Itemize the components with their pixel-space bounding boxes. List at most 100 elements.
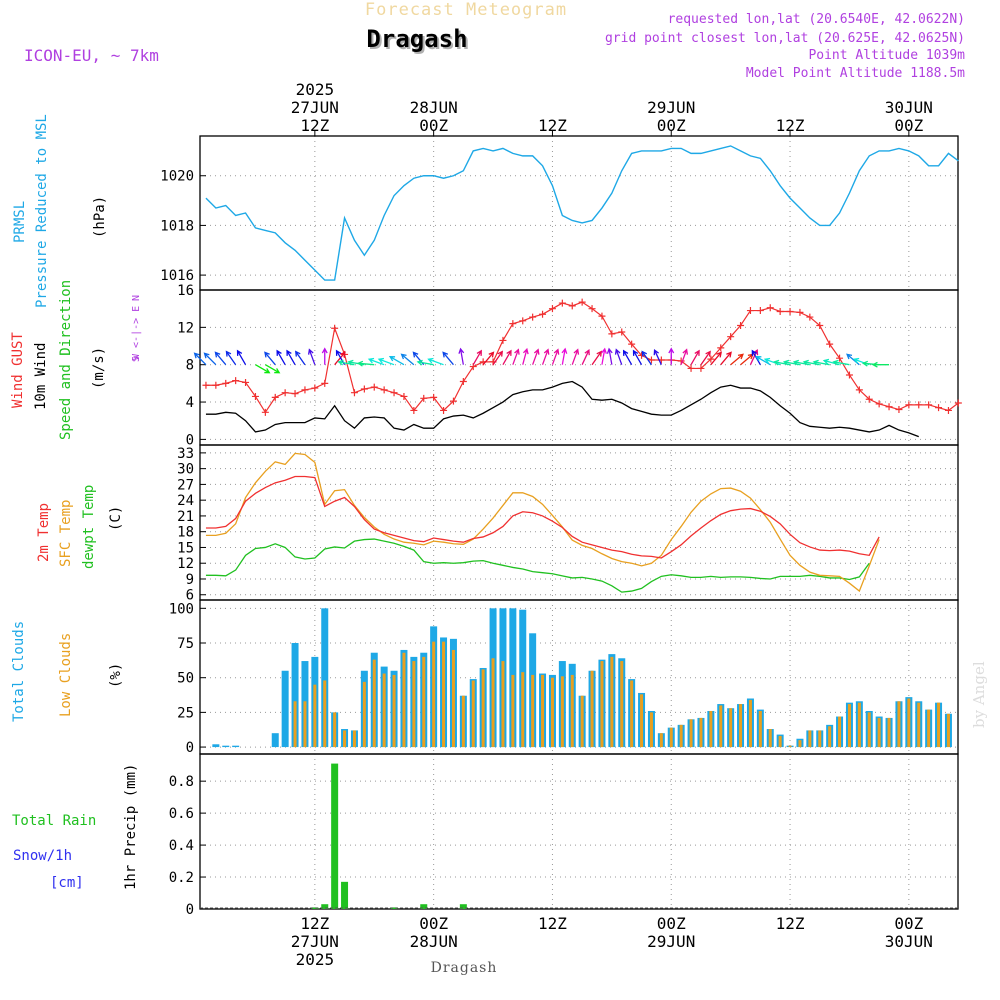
wind-direction-arrow — [551, 348, 560, 365]
gust-point — [261, 408, 269, 416]
low-cloud-bar — [828, 726, 832, 748]
gust-point — [806, 313, 814, 321]
direction-label: Speed and Direction — [58, 280, 74, 440]
bottom-time-label: 12Z — [538, 914, 567, 933]
gust-point — [855, 386, 863, 394]
wind-direction-arrow — [512, 348, 520, 365]
top-time-label: 12Z — [776, 116, 805, 135]
bottom-time-label: 29JUN — [647, 932, 695, 951]
wind-ytick-label: 12 — [177, 320, 194, 336]
gust-point — [360, 385, 368, 393]
cloud-panel-labels: Total Clouds Low Clouds (%) — [11, 621, 124, 722]
wind-label: 10m Wind — [33, 343, 49, 410]
gust-point — [647, 356, 655, 364]
pressure-panel-labels: PRMSL Pressure Reduced to MSL (hPa) — [12, 114, 108, 308]
gust-point — [212, 381, 220, 389]
low-cloud-bar — [501, 661, 505, 748]
low-cloud-bar — [570, 674, 574, 748]
low-cloud-bar — [679, 724, 683, 748]
low-cloud-bar — [382, 673, 386, 748]
wind-direction-arrow — [458, 347, 465, 365]
gust-point — [697, 364, 705, 372]
gust-label: Wind GUST — [10, 332, 26, 408]
gust-point — [865, 395, 873, 403]
gust-point — [915, 401, 923, 409]
wind-direction-arrow — [214, 351, 227, 366]
gust-point — [449, 397, 457, 405]
gust-point — [786, 307, 794, 315]
clouds-ytick-label: 100 — [169, 601, 194, 617]
wind-direction-arrow — [236, 349, 247, 366]
gust-point — [390, 389, 398, 397]
gust-point — [875, 400, 883, 408]
model-label: ICON-EU, ~ 7km — [24, 46, 159, 65]
gust-point — [440, 406, 448, 414]
total-clouds-label: Total Clouds — [11, 621, 27, 722]
rain-bar — [321, 904, 329, 909]
low-cloud-bar — [768, 729, 772, 748]
bottom-time-label: 00Z — [894, 914, 923, 933]
gust-point — [638, 351, 646, 359]
wind-direction-arrow — [532, 348, 540, 365]
low-cloud-bar — [491, 658, 495, 748]
rain-bar — [420, 904, 428, 909]
gust-point — [311, 384, 319, 392]
low-cloud-bar — [640, 694, 644, 748]
wind-direction-arrow — [255, 364, 271, 374]
low-cloud-bar — [590, 670, 594, 748]
low-cloud-bar — [758, 710, 762, 748]
wind-line — [205, 380, 919, 438]
low-cloud-bar — [442, 641, 446, 748]
total-cloud-bar — [291, 643, 299, 748]
total-cloud-bar — [321, 608, 329, 748]
footer-location: Dragash — [431, 960, 498, 976]
low-cloud-bar — [937, 702, 941, 748]
dewpt-line — [205, 538, 870, 593]
low-cloud-bar — [699, 717, 703, 748]
temp2m-label: 2m Temp — [36, 503, 52, 562]
temp-panel-labels: 2m Temp SFC Temp dewpt Temp (C) — [36, 485, 124, 569]
wind-direction-arrow — [286, 349, 296, 366]
precip-panel-labels: Total Rain Snow/1h [cm] 1hr Precip (mm) — [12, 764, 139, 891]
low-cloud-bar — [461, 695, 465, 748]
bottom-time-label: 12Z — [776, 914, 805, 933]
gust-point — [756, 307, 764, 315]
wind-direction-arrow — [653, 348, 662, 365]
wind-frame — [199, 289, 959, 446]
wind-direction-arrow — [367, 357, 385, 366]
gust-point — [420, 394, 428, 402]
wind-direction-arrow — [730, 353, 744, 366]
gust-point — [251, 392, 259, 400]
low-cloud-bar — [808, 730, 812, 748]
wind-direction-arrow — [571, 348, 580, 365]
low-cloud-bar — [927, 709, 931, 748]
low-cloud-bar — [550, 677, 554, 748]
low-cloud-bar — [481, 669, 485, 748]
wind-direction-arrow — [502, 349, 512, 366]
wind-direction-arrow — [522, 347, 529, 365]
grid-point-coords: grid point closest lon,lat (20.625E, 42.… — [605, 31, 965, 46]
wind-direction-arrow — [472, 349, 482, 366]
temp-unit: (C) — [108, 506, 124, 531]
wind-direction-arrow — [203, 352, 217, 366]
rain-bar — [311, 907, 319, 909]
low-cloud-bar — [847, 704, 851, 748]
gust-point — [598, 312, 606, 320]
top-time-label: 12Z — [538, 116, 567, 135]
low-cloud-bar — [739, 704, 743, 748]
gust-point — [568, 302, 576, 310]
wind-direction-arrow — [334, 351, 346, 366]
wind-ytick-label: 4 — [186, 395, 194, 411]
wind-direction-arrow — [541, 348, 550, 365]
low-cloud-bar — [303, 701, 307, 748]
bottom-time-label: 30JUN — [885, 932, 933, 951]
low-cloud-bar — [432, 641, 436, 748]
point-altitude: Point Altitude 1039m — [808, 48, 965, 63]
gust-point — [776, 307, 784, 315]
rain-bar — [331, 763, 339, 909]
gust-point — [232, 377, 240, 385]
low-cloud-bar — [521, 672, 525, 748]
low-cloud-bar — [580, 695, 584, 748]
gust-point — [737, 321, 745, 329]
